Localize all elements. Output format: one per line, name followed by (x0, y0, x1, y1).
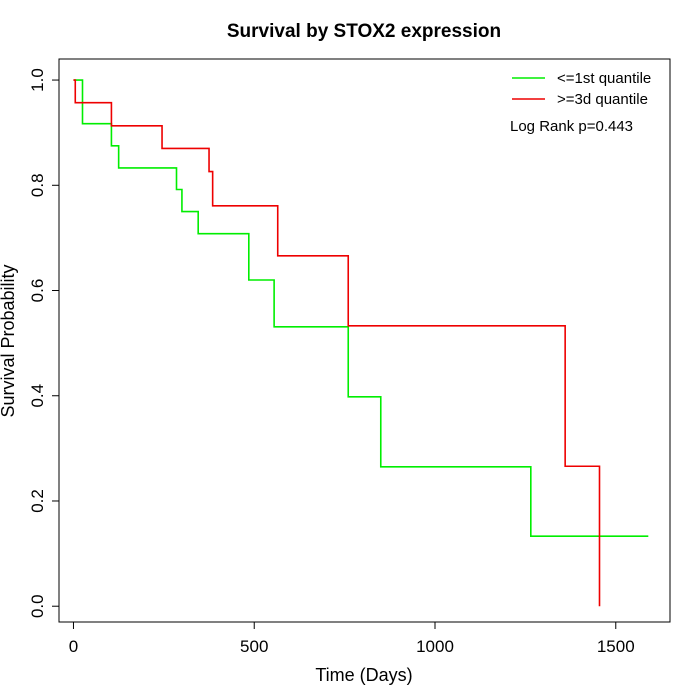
survival-curves (73, 79, 649, 607)
y-axis-label: Survival Probability (0, 264, 18, 417)
log-rank-annotation: Log Rank p=0.443 (510, 118, 633, 135)
survival-curve-1 (73, 79, 601, 607)
y-tick-label: 0.0 (28, 594, 47, 618)
y-tick-label: 1.0 (28, 68, 47, 92)
y-tick-label: 0.6 (28, 279, 47, 303)
y-tick-label: 0.4 (28, 384, 47, 408)
chart-title: Survival by STOX2 expression (227, 21, 501, 42)
axis-ticks: 0 500 1000 1500 0.0 0.2 0.4 0.6 0.8 1.0 (28, 68, 635, 656)
y-tick-label: 0.8 (28, 173, 47, 197)
x-tick-label: 500 (240, 637, 268, 656)
x-tick-label: 1500 (597, 637, 635, 656)
x-tick-label: 1000 (416, 637, 454, 656)
legend: <=1st quantile >=3d quantile (512, 70, 651, 108)
x-axis-label: Time (Days) (315, 665, 412, 685)
plot-frame (58, 58, 671, 623)
survival-curve-0 (73, 79, 649, 538)
legend-label-0: <=1st quantile (557, 70, 651, 87)
legend-label-1: >=3d quantile (557, 91, 648, 108)
y-tick-label: 0.2 (28, 489, 47, 513)
x-tick-label: 0 (69, 637, 78, 656)
